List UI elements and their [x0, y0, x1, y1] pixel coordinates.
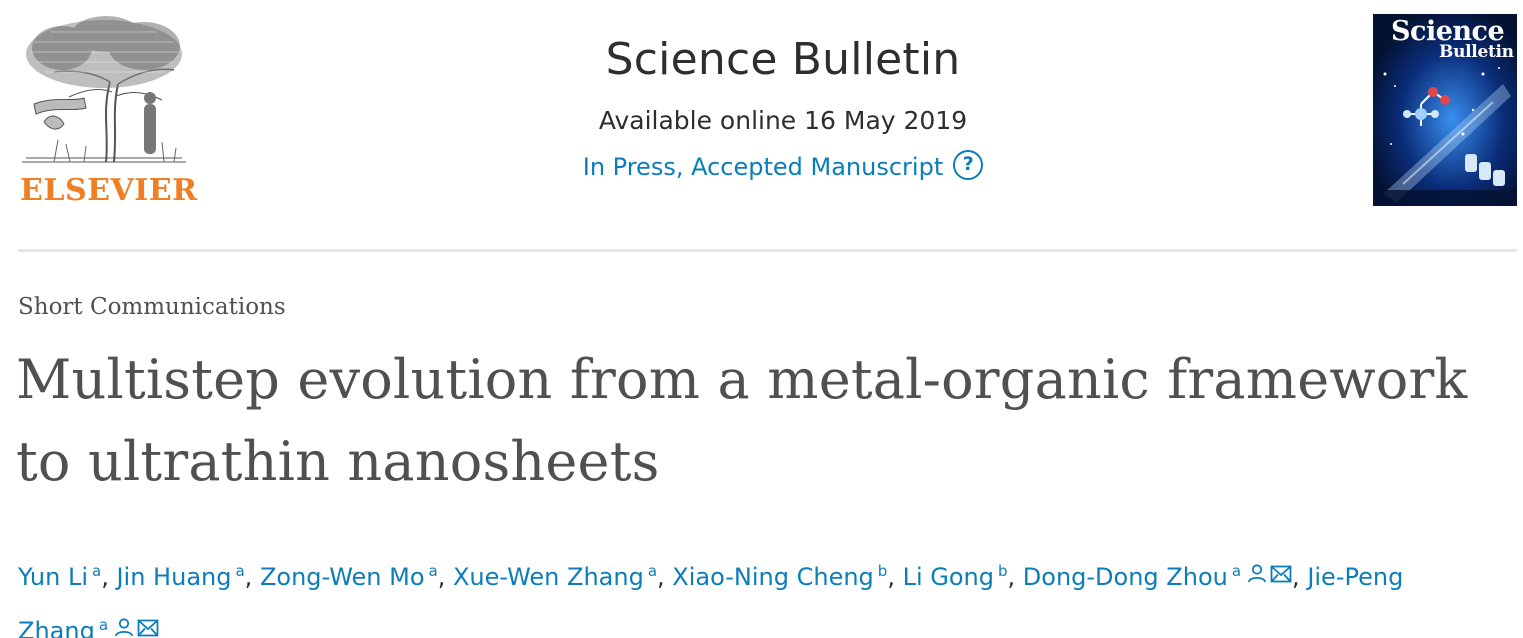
author-name-link[interactable]: Jie-Peng Zhang — [18, 563, 1404, 638]
question-circle-icon[interactable]: ? — [953, 150, 984, 180]
author-separator: , — [1292, 563, 1308, 591]
affiliation-marker[interactable]: a — [98, 616, 109, 634]
affiliation-marker[interactable]: a — [428, 562, 438, 580]
article-type: Short Communications — [18, 294, 286, 320]
envelope-icon[interactable] — [1270, 551, 1292, 599]
affiliation-marker[interactable]: a — [235, 562, 245, 580]
affiliation-marker[interactable]: a — [92, 562, 102, 580]
author-separator: , — [887, 563, 903, 591]
author-name-link[interactable]: Dong-Dong Zhou — [1022, 563, 1228, 591]
person-icon[interactable] — [1247, 551, 1267, 599]
author-separator: , — [1007, 563, 1023, 591]
publisher-logo[interactable]: ELSEVIER — [14, 12, 197, 210]
author-name-link[interactable]: Jin Huang — [116, 563, 232, 591]
author-name-link[interactable]: Li Gong — [902, 563, 994, 591]
affiliation-marker[interactable]: b — [877, 562, 888, 580]
author-separator: , — [244, 563, 260, 591]
cover-artwork — [1373, 14, 1517, 206]
cover-subtitle: Bulletin — [1439, 42, 1514, 62]
journal-cover-image[interactable]: Science Bulletin — [1373, 14, 1517, 206]
affiliation-marker[interactable]: a — [647, 562, 658, 580]
cover-title: Science — [1391, 16, 1505, 47]
author-separator: , — [101, 563, 117, 591]
author-name-link[interactable]: Zong-Wen Mo — [259, 563, 425, 591]
author-name-link[interactable]: Xiao-Ning Cheng — [672, 563, 874, 591]
author-separator: , — [437, 563, 453, 591]
author-name-link[interactable]: Xue-Wen Zhang — [452, 563, 644, 591]
affiliation-marker[interactable]: b — [997, 562, 1008, 580]
article-title: Multistep evolution from a metal-organic… — [16, 348, 1468, 493]
author-list: Yun Li a, Jin Huang a, Zong-Wen Mo a, Xue-W… — [18, 547, 1498, 638]
header-divider — [18, 249, 1517, 252]
author-separator: , — [657, 563, 673, 591]
affiliation-marker[interactable]: a — [1231, 562, 1242, 580]
publication-date: Available online 16 May 2019 — [598, 106, 968, 135]
person-icon[interactable] — [114, 605, 134, 638]
author-name-link[interactable]: Yun Li — [18, 563, 88, 591]
envelope-icon[interactable] — [137, 605, 159, 638]
journal-header: Science Bulletin Available online 16 May… — [420, 38, 1146, 180]
publisher-wordmark: ELSEVIER — [20, 173, 198, 208]
article-status-link[interactable]: In Press, Accepted Manuscript — [582, 153, 944, 181]
journal-title-link[interactable]: Science Bulletin — [605, 34, 961, 85]
tree-engraving-logo-icon — [22, 16, 186, 163]
article-status: In Press, Accepted Manuscript? — [420, 150, 1146, 181]
